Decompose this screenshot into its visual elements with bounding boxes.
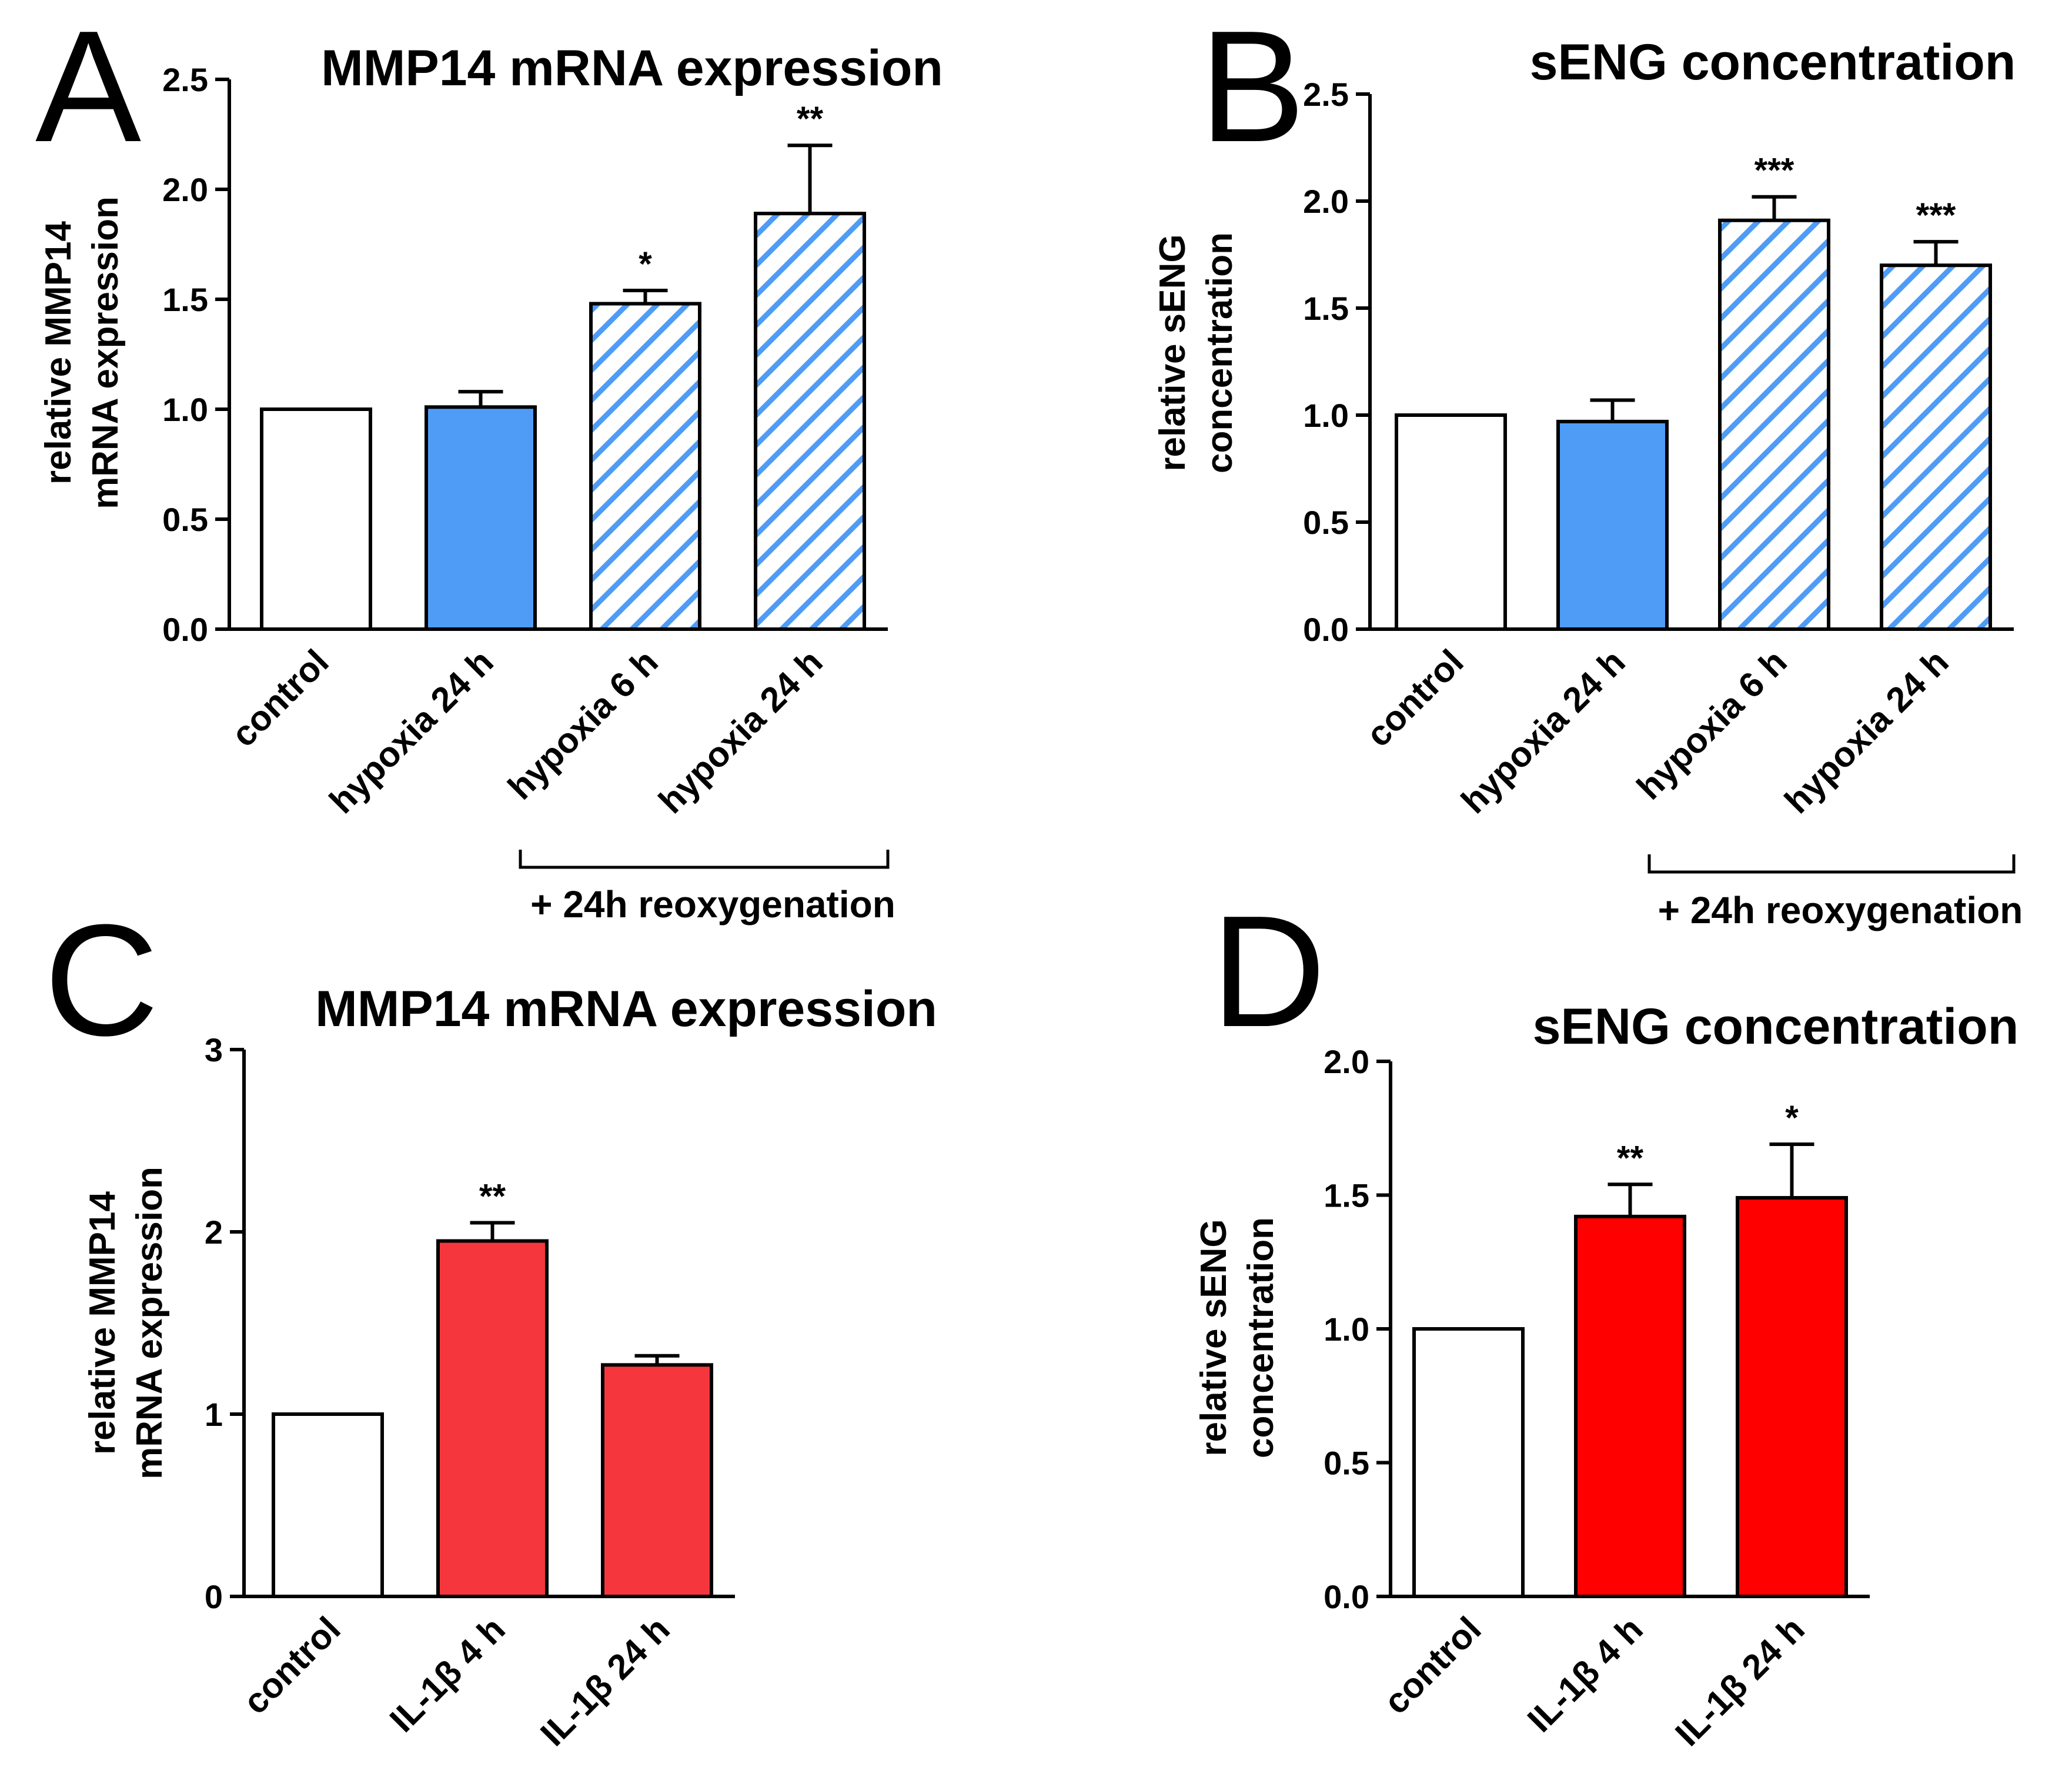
panel-d-ytick-label: 2.0 xyxy=(1324,1043,1369,1080)
panel-a-significance: ** xyxy=(797,100,824,138)
panel-b-bracket xyxy=(1647,854,2016,874)
panel-d-category-label: IL-1β 24 h xyxy=(1667,1609,1812,1753)
panel-b-ytick-label: 1.0 xyxy=(1303,397,1349,434)
panel-a-ytick-label: 2.5 xyxy=(162,61,208,98)
panel-a-ytick-label: 0.0 xyxy=(162,611,208,648)
panel-d-bar xyxy=(1574,1214,1686,1598)
panel-b-significance: *** xyxy=(1916,196,1956,235)
panel-c-title: MMP14 mRNA expression xyxy=(315,981,937,1037)
panel-b-significance: *** xyxy=(1754,152,1794,190)
panel-a-ytick-label: 0.5 xyxy=(162,501,208,538)
panel-b-ylabel-line-2: concentration xyxy=(1199,232,1240,473)
panel-a-category-label: hypoxia 24 h xyxy=(651,642,830,821)
panel-c-ylabel-line-2: mRNA expression xyxy=(129,1167,170,1479)
panel-a-category-label: control xyxy=(224,642,336,754)
panel-b-bar xyxy=(1880,263,1992,631)
panel-b-bar xyxy=(1718,218,1830,631)
panel-d-title: sENG concentration xyxy=(1533,998,2019,1055)
panel-d-ytick-label: 0.0 xyxy=(1324,1578,1369,1615)
panel-c-category-label: IL-1β 4 h xyxy=(382,1609,513,1740)
panel-a-title: MMP14 mRNA expression xyxy=(321,40,943,96)
panel-a-ytick-label: 1.5 xyxy=(162,281,208,318)
panel-b-ytick-label: 0.0 xyxy=(1303,611,1349,648)
panel-a-bar xyxy=(260,407,372,631)
panel-c-ytick-label: 0 xyxy=(205,1578,223,1615)
panel-c-significance: ** xyxy=(479,1178,506,1216)
panel-b-title: sENG concentration xyxy=(1530,34,2016,91)
panel-a-ytick-label: 2.0 xyxy=(162,171,208,208)
panel-b-letter: B xyxy=(1199,0,1305,175)
panel-c-category-label: IL-1β 24 h xyxy=(533,1609,677,1753)
panel-b-category-label: hypoxia 24 h xyxy=(1777,642,1956,821)
panel-b-bar xyxy=(1556,419,1669,631)
panel-a-bracket-label: + 24h reoxygenation xyxy=(530,883,895,926)
panel-c-letter: C xyxy=(44,892,159,1069)
panel-d-ytick-label: 1.5 xyxy=(1324,1177,1369,1214)
panel-a-letter: A xyxy=(35,0,142,175)
panel-c-category-label: control xyxy=(236,1609,348,1722)
panel-b-ytick-label: 2.5 xyxy=(1303,76,1349,113)
panel-d-bar xyxy=(1412,1327,1525,1598)
panel-a-ytick-label: 1.0 xyxy=(162,391,208,428)
panel-b-bar xyxy=(1395,413,1507,631)
panel-d-ylabel-line-1: relative sENG xyxy=(1194,1219,1234,1456)
panel-d-letter: D xyxy=(1211,883,1326,1060)
panel-c-bar xyxy=(272,1412,384,1598)
panel-a-bar xyxy=(754,212,866,631)
panel-c-chart: C MMP14 mRNA expression relative MMP14 m… xyxy=(44,892,937,1753)
panel-a-chart: A MMP14 mRNA expression relative MMP14 m… xyxy=(35,0,943,926)
panel-d-bar xyxy=(1736,1196,1848,1599)
panel-d-ytick-label: 0.5 xyxy=(1324,1445,1369,1482)
panel-a-category-label: hypoxia 6 h xyxy=(500,642,666,807)
panel-c-ytick-label: 3 xyxy=(205,1031,223,1068)
panel-d-ytick-label: 1.0 xyxy=(1324,1311,1369,1348)
panel-d-ylabel-line-2: concentration xyxy=(1241,1217,1281,1458)
panel-a-ylabel-line-2: mRNA expression xyxy=(85,196,126,509)
panel-a-bar xyxy=(425,405,537,631)
panel-b-category-label: hypoxia 24 h xyxy=(1453,642,1632,821)
panel-b-bracket-label: + 24h reoxygenation xyxy=(1658,889,2023,931)
panel-c-bar xyxy=(601,1363,713,1599)
panel-b-ytick-label: 2.0 xyxy=(1303,183,1349,220)
panel-a-bar xyxy=(589,302,701,631)
panel-c-ytick-label: 1 xyxy=(205,1396,223,1433)
panel-d-category-label: IL-1β 4 h xyxy=(1520,1609,1650,1740)
panel-b-ytick-label: 0.5 xyxy=(1303,504,1349,541)
panel-b-category-label: hypoxia 6 h xyxy=(1629,642,1794,807)
panel-b-ylabel-line-1: relative sENG xyxy=(1152,234,1193,471)
panel-a-ylabel-line-1: relative MMP14 xyxy=(38,221,79,485)
panel-d-significance: ** xyxy=(1617,1139,1644,1177)
panel-a-bracket xyxy=(519,850,890,869)
panel-d-category-label: control xyxy=(1376,1609,1489,1722)
panel-c-ytick-label: 2 xyxy=(205,1214,223,1251)
panel-d-significance: * xyxy=(1785,1099,1799,1137)
panel-c-bar xyxy=(436,1239,549,1598)
panel-a-category-label: hypoxia 24 h xyxy=(322,642,500,821)
panel-b-ytick-label: 1.5 xyxy=(1303,290,1349,327)
panel-b-category-label: control xyxy=(1359,642,1471,754)
panel-d-chart: D sENG concentration relative sENG conce… xyxy=(1194,883,2018,1753)
panel-b-chart: B sENG concentration relative sENG conce… xyxy=(1152,0,2023,931)
panel-c-ylabel-line-1: relative MMP14 xyxy=(82,1191,123,1455)
panel-a-significance: * xyxy=(639,245,652,283)
